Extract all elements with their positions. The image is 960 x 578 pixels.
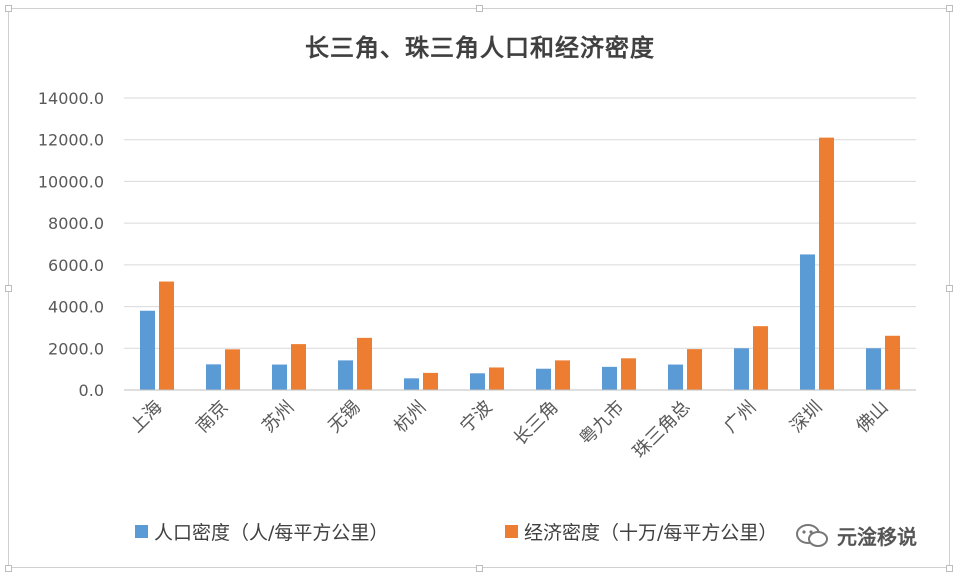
bar-population [272,364,287,390]
x-tick-label: 珠三角总 [629,397,695,463]
bar-population [536,368,551,390]
y-tick-label: 10000.0 [38,172,104,191]
x-tick-label: 长三角 [510,397,563,450]
resize-handle-top-left[interactable] [5,5,12,12]
bar-population [866,348,881,390]
y-tick-label: 8000.0 [48,214,104,233]
resize-handle-bottom-left[interactable] [5,565,12,572]
resize-handle-top-center[interactable] [476,5,483,12]
bar-economy [423,372,438,390]
bar-population [668,364,683,390]
watermark-text: 元淦移说 [837,525,917,549]
legend-label-economy: 经济密度（十万/每平方公里） [524,522,778,544]
chart-legend: 人口密度（人/每平方公里） 经济密度（十万/每平方公里） [135,516,835,546]
bar-economy [159,281,174,390]
bar-economy [357,337,372,390]
bar-economy [819,137,834,390]
x-tick-label: 无锡 [324,397,364,437]
bar-population [206,364,221,390]
bar-population [800,254,815,390]
resize-handle-top-right[interactable] [946,5,953,12]
resize-handle-middle-left[interactable] [5,285,12,292]
bar-population [404,378,419,390]
y-tick-label: 4000.0 [48,298,104,317]
bar-economy [555,360,570,390]
x-tick-label: 粤九市 [576,397,629,450]
bar-economy [225,349,240,390]
bar-population [140,310,155,390]
y-tick-label: 0.0 [79,381,104,400]
y-tick-label: 12000.0 [38,131,104,150]
x-tick-label: 广州 [720,397,760,437]
legend-item-economy: 经济密度（十万/每平方公里） [505,518,777,545]
bar-population [470,373,485,390]
x-tick-label: 深圳 [786,397,826,437]
y-tick-label: 6000.0 [48,256,104,275]
x-tick-label: 佛山 [852,397,892,437]
resize-handle-middle-right[interactable] [946,285,953,292]
x-tick-label: 杭州 [390,397,430,437]
x-tick-label: 南京 [192,397,232,437]
resize-handle-bottom-center[interactable] [476,565,483,572]
y-tick-label: 14000.0 [38,89,104,108]
y-tick-label: 2000.0 [48,339,104,358]
bar-population [602,366,617,390]
bar-economy [489,367,504,390]
resize-handle-bottom-right[interactable] [946,565,953,572]
chart-title: 长三角、珠三角人口和经济密度 [305,34,655,62]
bar-economy [687,349,702,390]
bar-population [734,348,749,390]
watermark: 元淦移说 [795,521,917,550]
legend-item-population: 人口密度（人/每平方公里） [135,518,388,545]
legend-label-population: 人口密度（人/每平方公里） [154,522,389,544]
bar-economy [621,358,636,390]
bar-economy [291,344,306,390]
wechat-icon [796,523,828,547]
legend-swatch-economy [505,525,518,538]
legend-swatch-population [135,525,148,538]
bar-economy [753,326,768,390]
x-tick-label: 苏州 [258,397,298,437]
x-tick-label: 上海 [126,397,166,437]
bar-population [338,360,353,390]
bar-economy [885,335,900,390]
x-tick-label: 宁波 [456,397,496,437]
